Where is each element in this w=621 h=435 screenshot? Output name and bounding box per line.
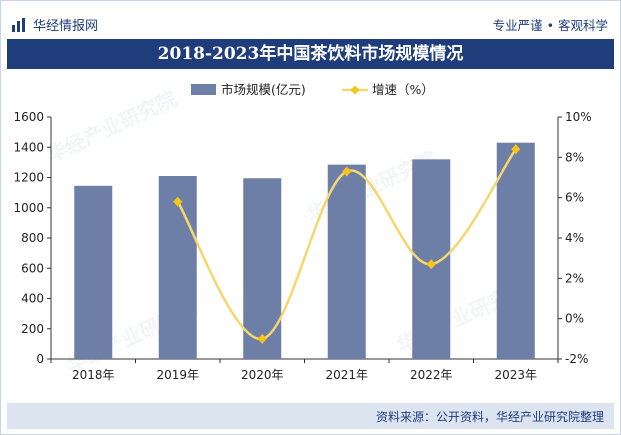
- x-tick-label: 2020年: [241, 368, 284, 382]
- bar: [243, 178, 282, 359]
- chart-area: 0 200 400 600 800 1000 1200 1400 1600 -2% 0% 2% 4% 6%…: [13, 82, 592, 382]
- y-left-tick-label: 1200: [13, 171, 44, 185]
- y-right-tick-label: 2%: [565, 271, 584, 285]
- y-left-tick-label: 200: [21, 322, 44, 336]
- y-right-tick-label: 4%: [565, 231, 584, 245]
- growth-point: [173, 196, 183, 207]
- brand: 华经情报网: [11, 15, 98, 34]
- bar: [496, 142, 535, 359]
- growth-point: [511, 144, 521, 155]
- bar: [327, 164, 366, 359]
- x-tick-label: 2022年: [410, 368, 453, 382]
- y-right-tick-label: 6%: [565, 191, 584, 205]
- y-left-tick-label: 0: [36, 352, 44, 366]
- x-tick-label: 2023年: [494, 368, 537, 382]
- y-left-tick-label: 1400: [13, 140, 44, 154]
- y-left-tick-label: 1600: [13, 110, 44, 124]
- bar-chart-logo-icon: [12, 17, 25, 32]
- growth-point: [426, 259, 436, 270]
- legend-line-marker: [350, 85, 360, 95]
- y-right-tick-label: -2%: [565, 352, 588, 366]
- y-left-tick-label: 1000: [13, 201, 44, 215]
- y-left-tick-label: 800: [21, 231, 44, 245]
- y-right-tick-label: 8%: [565, 150, 584, 164]
- top-bar: 华经情报网 专业严谨 • 客观科学: [7, 9, 614, 39]
- bar: [74, 185, 113, 359]
- y-left-tick-label: 600: [21, 261, 44, 275]
- data-source: 资料来源：公开资料，华经产业研究院整理: [375, 410, 604, 424]
- y-left-tick-label: 400: [21, 292, 44, 306]
- x-tick-label: 2018年: [72, 368, 115, 382]
- legend-bar-label: 市场规模(亿元): [221, 82, 306, 97]
- legend-bar-swatch: [191, 84, 216, 95]
- slogan: 专业严谨 • 客观科学: [492, 18, 608, 33]
- y-right-tick-label: 0%: [565, 312, 584, 326]
- legend-line-label: 增速（%）: [372, 82, 434, 97]
- chart-title: 2018-2023年中国茶饮料市场规模情况: [7, 39, 614, 69]
- y-right-tick-label: 10%: [565, 110, 592, 124]
- growth-point: [257, 333, 267, 344]
- brand-name: 华经情报网: [33, 19, 99, 34]
- growth-point: [342, 166, 352, 177]
- footer: 资料来源：公开资料，华经产业研究院整理: [7, 403, 614, 429]
- x-tick-label: 2021年: [325, 368, 368, 382]
- x-tick-label: 2019年: [156, 368, 199, 382]
